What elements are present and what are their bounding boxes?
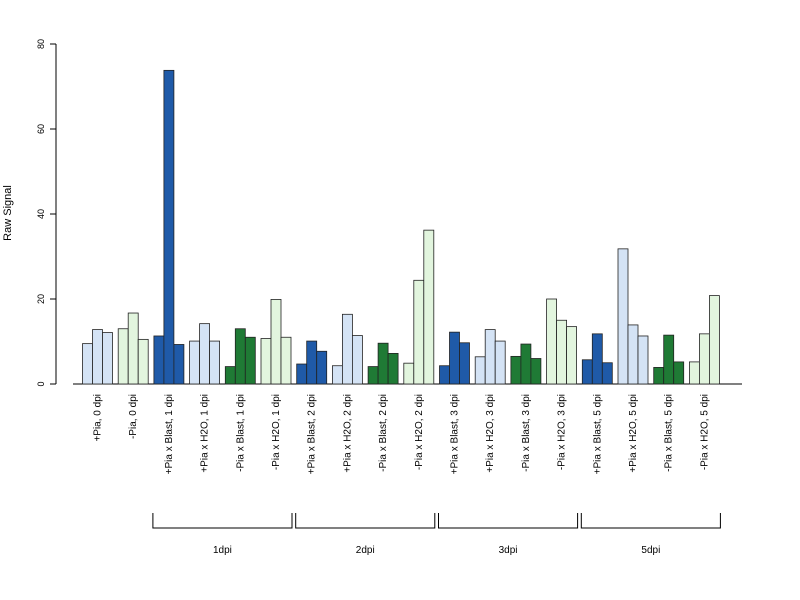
category-label: -Pia x H2O, 5 dpi <box>699 394 710 470</box>
bar <box>102 332 113 385</box>
bar <box>82 343 93 385</box>
group-label: 3dpi <box>499 545 518 556</box>
bar <box>199 323 211 385</box>
y-tick-label: 80 <box>36 39 46 49</box>
bar <box>439 365 450 385</box>
bar <box>270 299 282 385</box>
bar <box>92 329 103 385</box>
bar <box>637 335 649 385</box>
bar <box>413 279 425 385</box>
bar <box>367 366 379 385</box>
group-brackets: 1dpi 2dpi 3dpi 5dpi <box>152 513 721 556</box>
bar <box>331 365 343 385</box>
bar <box>306 340 318 385</box>
bar <box>520 343 532 385</box>
category-label: +Pia, 0 dpi <box>93 394 104 442</box>
bar <box>209 340 221 385</box>
category-label: -Pia x Blast, 3 dpi <box>521 394 532 472</box>
bar <box>653 367 665 385</box>
bar <box>617 248 629 385</box>
y-tick-label: 60 <box>36 124 46 134</box>
bar <box>296 363 308 385</box>
bar <box>153 335 165 385</box>
category-label: +Pia x Blast, 1 dpi <box>164 394 175 474</box>
bar <box>459 342 470 385</box>
bar <box>663 334 675 385</box>
bar <box>260 338 272 385</box>
bar <box>316 350 328 385</box>
category-label: +Pia x Blast, 3 dpi <box>450 394 461 474</box>
group-label: 2dpi <box>356 545 375 556</box>
category-label: -Pia x Blast, 5 dpi <box>664 394 675 472</box>
bar <box>244 336 256 385</box>
bar <box>709 295 720 385</box>
bar <box>546 298 557 385</box>
bar <box>234 328 246 385</box>
y-tick-label: 0 <box>36 381 46 386</box>
bar <box>189 340 201 385</box>
group-label: 5dpi <box>641 545 660 556</box>
group-bracket <box>438 513 579 529</box>
category-label: +Pia x H2O, 2 dpi <box>342 394 353 473</box>
category-label: -Pia, 0 dpi <box>128 394 139 439</box>
bar <box>566 326 577 385</box>
y-tick-label: 40 <box>36 209 46 219</box>
category-label: +Pia x Blast, 5 dpi <box>592 394 603 474</box>
bar <box>163 69 175 385</box>
category-label: +Pia x H2O, 5 dpi <box>628 394 639 473</box>
y-axis-label: Raw Signal <box>2 185 14 241</box>
bar <box>173 344 185 385</box>
bar <box>449 331 460 385</box>
group-bracket <box>152 513 293 529</box>
bar <box>556 319 567 385</box>
y-axis: 0 20 40 60 80 <box>36 39 57 387</box>
bar <box>627 324 639 385</box>
y-tick-label: 20 <box>36 294 46 304</box>
category-labels: +Pia, 0 dpi -Pia, 0 dpi +Pia x Blast, 1 dp… <box>93 394 711 474</box>
category-label: +Pia x H2O, 3 dpi <box>485 394 496 473</box>
category-label: -Pia x H2O, 1 dpi <box>271 394 282 470</box>
category-label: -Pia x Blast, 1 dpi <box>235 394 246 472</box>
group-bracket <box>295 513 436 529</box>
group-label: 1dpi <box>213 545 232 556</box>
bar <box>341 313 353 385</box>
bar <box>689 361 700 385</box>
bar <box>403 362 415 385</box>
bar <box>127 312 139 385</box>
category-label: +Pia x Blast, 2 dpi <box>307 394 318 474</box>
bar <box>591 333 603 385</box>
bar <box>474 356 486 385</box>
category-label: -Pia x H2O, 2 dpi <box>414 394 425 470</box>
bar <box>494 340 506 385</box>
bar <box>601 362 613 385</box>
bar <box>377 342 389 385</box>
bar <box>423 229 435 385</box>
bar <box>484 329 496 385</box>
bar <box>581 359 593 385</box>
bar <box>387 352 399 385</box>
category-label: -Pia x Blast, 2 dpi <box>378 394 389 472</box>
bar <box>137 338 149 385</box>
bar <box>699 333 710 385</box>
bar <box>530 358 542 385</box>
category-label: -Pia x H2O, 3 dpi <box>557 394 568 470</box>
category-label: +Pia x H2O, 1 dpi <box>200 394 211 473</box>
bar <box>224 366 236 385</box>
bar <box>117 328 129 385</box>
bar <box>673 361 685 385</box>
bar <box>351 335 363 385</box>
group-bracket <box>580 513 721 529</box>
bar <box>510 355 522 385</box>
bar <box>280 336 292 385</box>
bars <box>82 69 720 385</box>
